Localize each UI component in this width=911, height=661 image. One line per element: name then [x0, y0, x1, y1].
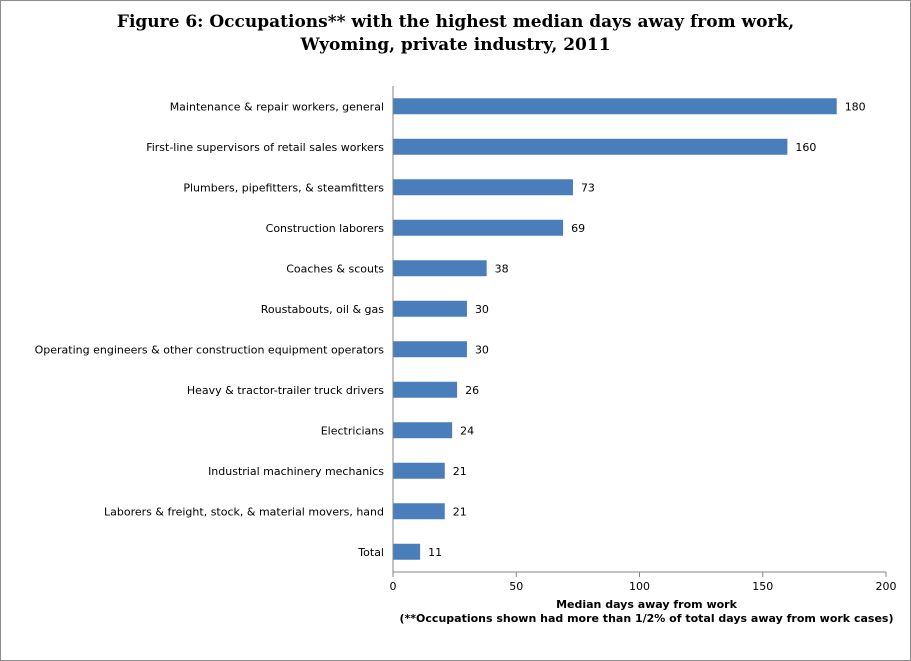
category-label: Laborers & freight, stock, & material mo… — [104, 505, 384, 518]
category-label: Maintenance & repair workers, general — [170, 100, 384, 113]
data-label: 21 — [453, 465, 467, 478]
bar — [393, 219, 564, 236]
bar — [393, 260, 487, 277]
data-label: 73 — [581, 181, 595, 194]
category-label: Heavy & tractor-trailer truck drivers — [187, 384, 384, 397]
category-label: Construction laborers — [266, 222, 385, 235]
bar — [393, 422, 453, 439]
x-axis-title: Median days away from work — [556, 598, 738, 611]
data-label: 26 — [465, 384, 479, 397]
bar — [393, 462, 445, 479]
x-tick-label: 0 — [390, 580, 397, 593]
bar — [393, 300, 467, 317]
x-tick-label: 150 — [752, 580, 773, 593]
category-label: Plumbers, pipefitters, & steamfitters — [183, 181, 384, 194]
data-label: 69 — [571, 222, 585, 235]
bar — [393, 381, 458, 398]
bar — [393, 98, 837, 115]
bar — [393, 179, 573, 196]
x-axis: 0 50 100 150 200 — [390, 86, 897, 593]
chart-title-line1: Figure 6: Occupations** with the highest… — [116, 12, 795, 32]
data-label: 160 — [795, 141, 816, 154]
data-label: 38 — [495, 262, 509, 275]
chart-title: Figure 6: Occupations** with the highest… — [1, 11, 910, 57]
category-label: Industrial machinery mechanics — [208, 465, 384, 478]
x-tick-label: 100 — [629, 580, 650, 593]
x-tick-label: 50 — [509, 580, 523, 593]
category-label: Electricians — [321, 424, 385, 437]
bar — [393, 341, 467, 358]
data-label: 11 — [428, 546, 442, 559]
chart-title-line2: Wyoming, private industry, 2011 — [300, 35, 611, 55]
data-label: 30 — [475, 343, 489, 356]
bars-layer: Maintenance & repair workers, general 180… — [35, 98, 866, 560]
category-label: First-line supervisors of retail sales w… — [146, 141, 384, 154]
category-label: Roustabouts, oil & gas — [261, 303, 384, 316]
bar — [393, 503, 445, 520]
x-tick-label: 200 — [876, 580, 897, 593]
category-label: Coaches & scouts — [286, 262, 384, 275]
category-label: Operating engineers & other construction… — [35, 343, 385, 356]
data-label: 180 — [845, 100, 866, 113]
bar — [393, 543, 421, 560]
data-label: 21 — [453, 505, 467, 518]
bar — [393, 138, 788, 155]
data-label: 24 — [460, 424, 474, 437]
category-label: Total — [357, 546, 384, 559]
chart-footnote: (**Occupations shown had more than 1/2% … — [400, 612, 894, 625]
data-label: 30 — [475, 303, 489, 316]
